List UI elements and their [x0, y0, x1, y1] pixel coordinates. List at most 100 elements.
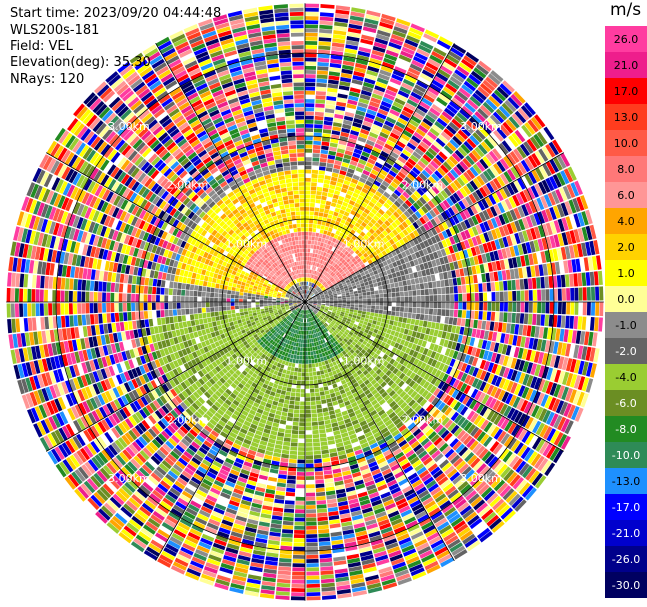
gate — [379, 232, 385, 239]
gate — [317, 303, 322, 305]
gate — [471, 215, 479, 226]
gate — [276, 436, 284, 441]
gate — [333, 30, 347, 36]
gate — [423, 334, 429, 341]
gate — [312, 429, 319, 435]
gate — [342, 326, 347, 331]
gate — [314, 111, 324, 117]
gate — [331, 198, 338, 204]
gate — [306, 534, 318, 539]
gate — [311, 306, 316, 309]
gate — [377, 173, 386, 180]
gate — [329, 265, 334, 270]
gate — [548, 341, 555, 354]
gate — [318, 166, 326, 171]
gate — [473, 255, 479, 265]
gate — [538, 408, 548, 422]
gate — [348, 23, 363, 30]
gate — [380, 216, 387, 223]
gate — [465, 51, 480, 63]
gate — [312, 224, 317, 229]
gate — [388, 238, 395, 245]
gate — [415, 313, 421, 320]
gate — [406, 142, 417, 151]
gate — [326, 218, 332, 223]
gate — [287, 412, 294, 418]
gate — [311, 413, 318, 418]
gate — [380, 17, 395, 26]
gate — [390, 181, 399, 189]
gate — [354, 293, 359, 297]
gate — [441, 355, 448, 364]
gate — [574, 302, 579, 315]
gate — [294, 513, 305, 518]
gate — [362, 26, 377, 34]
gate — [497, 249, 504, 260]
gate — [312, 297, 317, 299]
gate — [315, 308, 319, 312]
gate — [334, 190, 341, 196]
gate — [306, 326, 308, 331]
gate — [349, 134, 358, 140]
gate — [309, 282, 312, 287]
gate — [447, 79, 460, 90]
gate — [465, 196, 473, 206]
gate — [404, 296, 409, 302]
gate — [301, 330, 304, 335]
gate — [343, 285, 348, 289]
gate — [337, 93, 348, 99]
gate — [403, 285, 408, 292]
gate — [555, 261, 561, 275]
gate — [341, 243, 346, 249]
gate — [409, 232, 416, 240]
gate — [503, 291, 508, 301]
gate — [320, 279, 324, 284]
gate — [501, 200, 509, 212]
gate — [415, 128, 426, 137]
gate — [408, 119, 420, 128]
gate — [433, 329, 439, 337]
gate — [358, 98, 370, 105]
gate — [439, 392, 448, 401]
gate — [405, 242, 412, 249]
gate — [357, 252, 363, 258]
gate — [529, 214, 538, 227]
gate — [345, 308, 350, 312]
gate — [394, 316, 399, 322]
gate — [378, 313, 383, 318]
gate — [419, 216, 427, 225]
gate — [308, 236, 312, 241]
gate — [482, 311, 487, 321]
gate — [305, 384, 310, 389]
gate — [321, 299, 326, 301]
gate — [318, 212, 324, 217]
gate — [382, 284, 387, 290]
gate — [342, 64, 354, 71]
gate — [398, 316, 403, 323]
gate — [571, 406, 580, 421]
gate — [313, 140, 321, 146]
gate — [487, 424, 497, 435]
gate — [281, 386, 287, 391]
gate — [350, 280, 355, 284]
gate — [309, 372, 313, 377]
gate — [356, 106, 367, 113]
gate — [322, 288, 327, 292]
gate — [565, 358, 573, 372]
gate — [476, 417, 486, 428]
gate — [293, 538, 305, 543]
gate — [298, 338, 302, 343]
gate — [314, 280, 318, 284]
gate — [349, 255, 354, 261]
gate — [438, 371, 446, 380]
gate — [352, 206, 359, 212]
gate — [437, 68, 451, 79]
gate — [326, 280, 331, 284]
gate — [534, 406, 544, 420]
gate — [317, 289, 322, 293]
gate — [334, 315, 339, 319]
gate — [542, 327, 549, 339]
gate — [330, 54, 343, 60]
gate — [354, 249, 360, 255]
gate — [450, 47, 464, 58]
